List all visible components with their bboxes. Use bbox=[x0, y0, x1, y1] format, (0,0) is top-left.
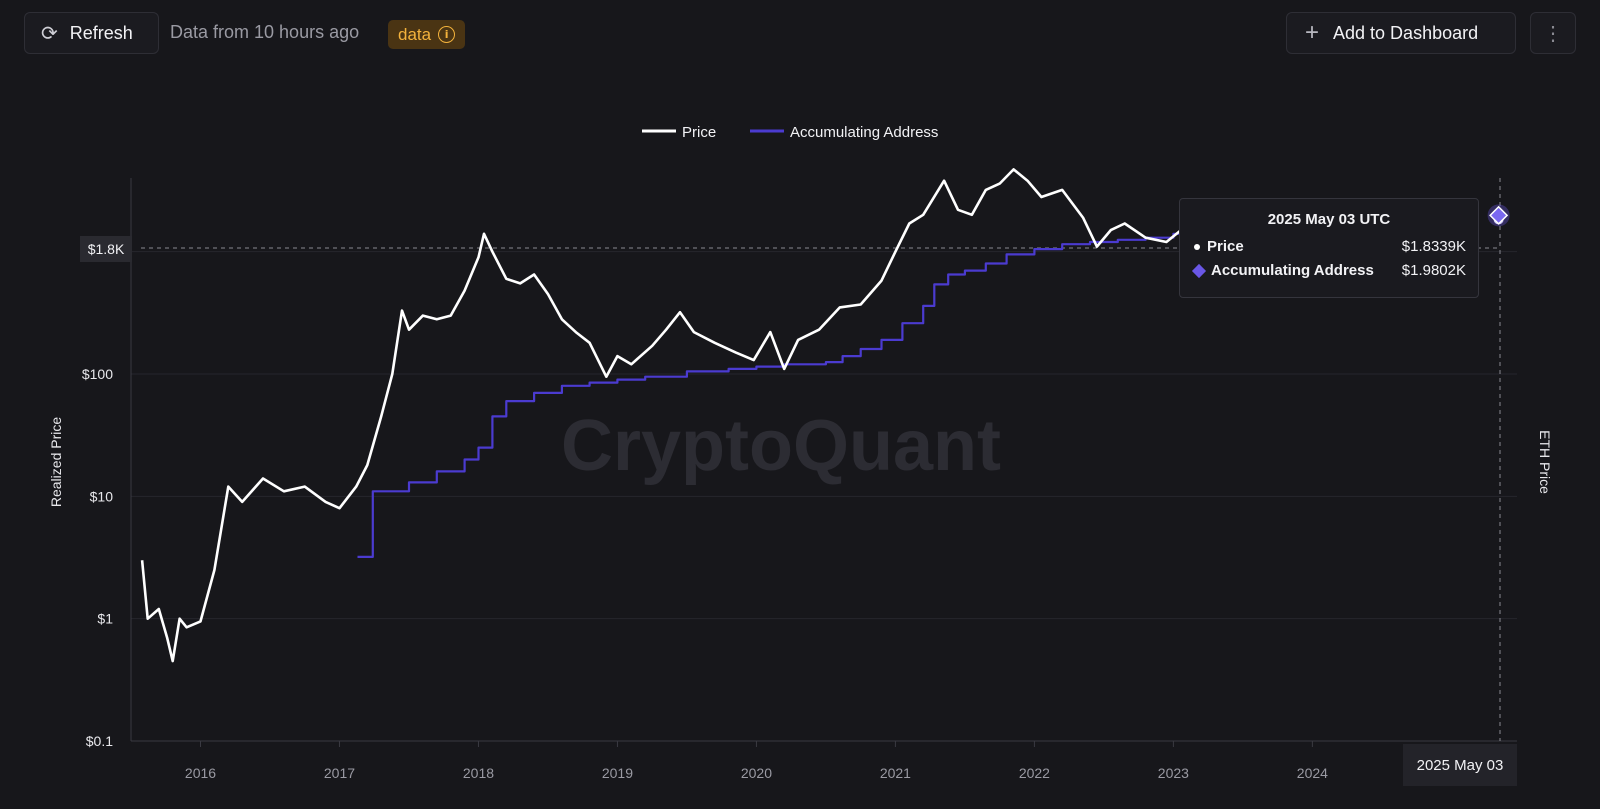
tooltip-price-label: Price bbox=[1207, 238, 1244, 255]
x-tick-label-3: 2019 bbox=[602, 765, 633, 781]
y2-axis-title: ETH Price bbox=[1537, 430, 1553, 494]
x-tick-label-6: 2022 bbox=[1019, 765, 1050, 781]
accumulating-end-marker bbox=[1489, 205, 1509, 225]
tooltip-price-value: $1.8339K bbox=[1401, 238, 1466, 255]
tooltip-row-accumulating: Accumulating Address $1.9802K bbox=[1191, 262, 1466, 279]
crosshair-x-label: 2025 May 03 bbox=[1403, 744, 1517, 786]
x-tick-labels: 2016 2017 2018 2019 2020 2021 2022 2023 2024 bbox=[185, 741, 1328, 781]
x-tick-label-0: 2016 bbox=[185, 765, 216, 781]
y-tick-labels: $0.1$1$10$100$1K bbox=[82, 244, 114, 749]
accumulating-diamond-icon bbox=[1191, 263, 1207, 278]
add-to-dashboard-label: Add to Dashboard bbox=[1333, 22, 1479, 43]
plus-icon: + bbox=[1305, 19, 1320, 46]
chart-legend: Price Accumulating Address bbox=[642, 124, 938, 141]
y-tick-label-3: $100 bbox=[82, 366, 113, 382]
chart-axes: Realized Price ETH Price bbox=[48, 178, 1553, 742]
data-badge[interactable]: data i bbox=[388, 20, 466, 49]
x-tick-label-1: 2017 bbox=[324, 765, 355, 781]
price-dot-icon bbox=[1194, 243, 1200, 250]
x-tick-label-5: 2021 bbox=[880, 765, 911, 781]
chart-series bbox=[140, 168, 1189, 663]
refresh-button[interactable]: ⟳ Refresh bbox=[24, 12, 159, 54]
legend-price-label[interactable]: Price bbox=[682, 124, 716, 141]
y-tick-label-1: $1 bbox=[97, 611, 113, 627]
watermark: CryptoQuant bbox=[561, 406, 1001, 486]
x-tick-label-4: 2020 bbox=[741, 765, 772, 781]
tooltip-title: 2025 May 03 UTC bbox=[1267, 211, 1391, 228]
legend-accumulating-label[interactable]: Accumulating Address bbox=[790, 124, 938, 141]
x-tick-label-2: 2018 bbox=[463, 765, 494, 781]
accumulating-address-series-line bbox=[357, 232, 1186, 558]
crosshair-y-label: $1.8K bbox=[80, 236, 132, 262]
y-tick-label-2: $10 bbox=[90, 488, 114, 504]
x-tick-label-7: 2023 bbox=[1158, 765, 1189, 781]
more-options-button[interactable]: ⋮ bbox=[1530, 12, 1576, 54]
add-to-dashboard-button[interactable]: + Add to Dashboard bbox=[1286, 12, 1516, 54]
y-tick-label-0: $0.1 bbox=[86, 733, 113, 749]
tooltip-row-price: Price $1.8339K bbox=[1192, 238, 1466, 255]
info-icon[interactable]: i bbox=[438, 26, 456, 43]
refresh-label: Refresh bbox=[69, 22, 133, 43]
x-tick-label-8: 2024 bbox=[1297, 765, 1328, 781]
data-badge-label: data bbox=[398, 24, 432, 44]
end-markers bbox=[1487, 204, 1510, 227]
vertical-ellipsis-icon: ⋮ bbox=[1543, 22, 1563, 45]
tooltip-accumulating-label: Accumulating Address bbox=[1211, 262, 1374, 279]
data-freshness-text: Data from 10 hours ago bbox=[170, 22, 360, 42]
price-series-line bbox=[140, 168, 1189, 663]
chart-tooltip: 2025 May 03 UTC Price $1.8339K Accumulat… bbox=[1179, 198, 1479, 298]
refresh-icon: ⟳ bbox=[41, 22, 58, 45]
tooltip-accumulating-value: $1.9802K bbox=[1401, 262, 1466, 279]
y-axis-title: Realized Price bbox=[48, 417, 64, 507]
